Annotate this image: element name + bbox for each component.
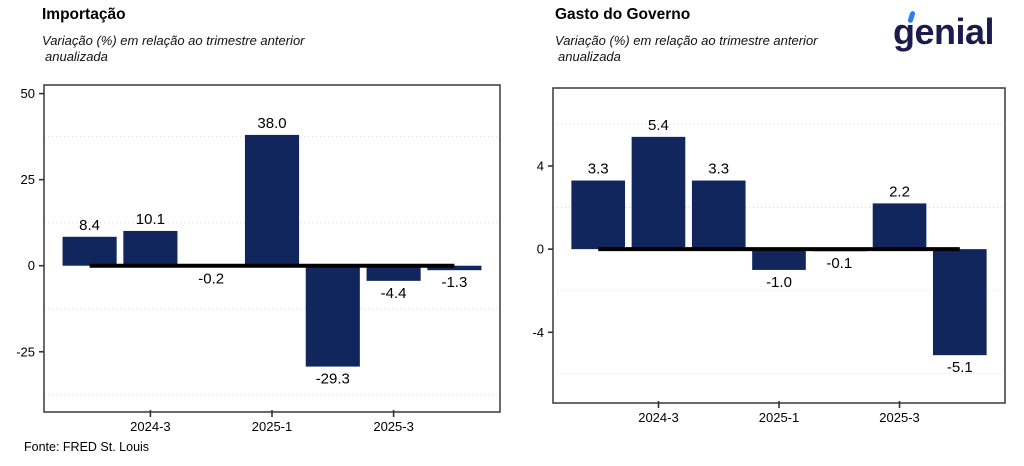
- bar-value-label: -0.1: [826, 255, 852, 272]
- bar-value-label: 5.4: [648, 117, 669, 134]
- y-tick-label: 25: [21, 172, 35, 187]
- bar: [872, 203, 927, 250]
- gasto-governo-bar-chart: 4 0 -4 2024-3 2025-1 2025-3 3.3 5.4 3.3 -1.0 -0.1 2…: [532, 87, 1006, 425]
- chart-subtitle-line1: Variação (%) em relação ao trimestre ant…: [42, 33, 305, 48]
- genial-logo: genial: [893, 10, 1023, 62]
- bar-value-label: 38.0: [257, 115, 286, 132]
- bar: [427, 265, 482, 271]
- y-tick-label: 4: [537, 158, 544, 173]
- bar: [305, 265, 360, 367]
- bar-value-label: -4.4: [381, 285, 407, 302]
- bar: [62, 236, 117, 266]
- y-tick-label: 0: [28, 258, 35, 273]
- source-note: Fonte: FRED St. Louis: [24, 440, 150, 454]
- bar-value-label: 2.2: [889, 183, 910, 200]
- bar: [752, 249, 806, 270]
- x-tick-label: 2024-3: [638, 410, 678, 425]
- bar: [571, 180, 626, 250]
- bar-value-label: -1.3: [441, 274, 467, 291]
- y-tick-label: 0: [537, 242, 544, 257]
- gasto-governo-header: Gasto do Governo Variação (%) em relação…: [555, 6, 818, 64]
- bar-value-label: 3.3: [588, 161, 609, 178]
- importacao-bar-chart: 50 25 0 -25 2024-3 2025-1 2025-3 8.4 10.1 -0.2 38.…: [16, 84, 501, 434]
- x-tick-label: 2025-3: [373, 419, 413, 434]
- chart-title-gasto-governo: Gasto do Governo: [555, 6, 691, 23]
- bar: [123, 230, 178, 266]
- chart-title-importacao: Importação: [42, 6, 126, 23]
- bar: [691, 180, 746, 250]
- chart-subtitle-line2: anualizada: [558, 48, 621, 64]
- bar-value-label: -29.3: [316, 371, 350, 388]
- bar-value-label: 3.3: [708, 161, 729, 178]
- bar-value-label: 8.4: [79, 217, 100, 234]
- x-tick-label: 2025-1: [252, 419, 292, 434]
- bar-value-label: -5.1: [947, 359, 973, 376]
- y-tick-label: -25: [16, 344, 35, 359]
- chart-subtitle-line1: Variação (%) em relação ao trimestre ant…: [555, 33, 818, 48]
- chart-subtitle-line2: anualizada: [45, 48, 108, 64]
- bar-value-label: -0.2: [198, 270, 224, 287]
- x-tick-label: 2024-3: [130, 419, 170, 434]
- bar: [631, 136, 686, 250]
- y-tick-label: -4: [532, 325, 544, 340]
- importacao-header: Importação Variação (%) em relação ao tr…: [42, 6, 305, 64]
- bar: [366, 265, 421, 281]
- x-tick-label: 2025-3: [879, 410, 919, 425]
- y-tick-label: 50: [21, 86, 35, 101]
- bar: [244, 134, 300, 266]
- bar: [932, 249, 987, 356]
- x-tick-label: 2025-1: [759, 410, 799, 425]
- bar-value-label: 10.1: [136, 211, 165, 228]
- bar-value-label: -1.0: [766, 274, 792, 291]
